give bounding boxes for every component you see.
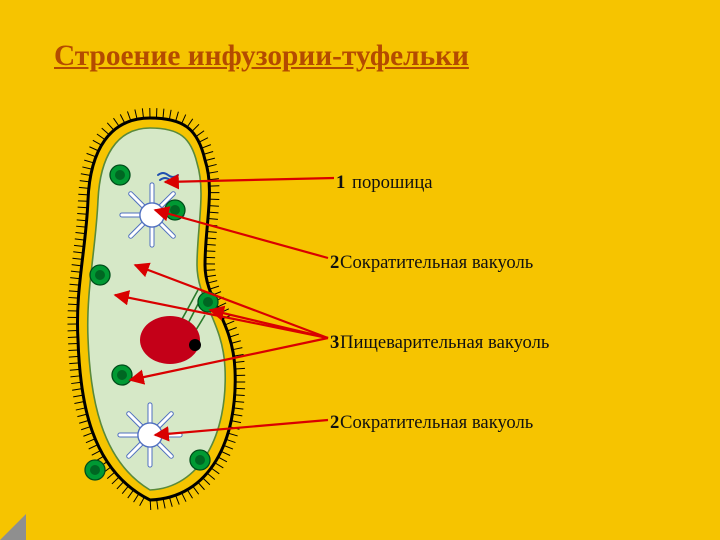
label-text-1: Сократительная вакуоль [340, 252, 533, 274]
label-number-3: 2 [330, 412, 339, 434]
label-text-0: порошица [352, 172, 433, 194]
label-text-2: Пищеварительная вакуоль [340, 332, 549, 354]
label-number-2: 3 [330, 332, 339, 354]
slide-root: Строение инфузории-туфельки 1порошица2Со… [0, 0, 720, 540]
label-number-0: 1 [336, 172, 345, 194]
label-text-3: Сократительная вакуоль [340, 412, 533, 434]
corner-accent [0, 514, 26, 540]
label-number-1: 2 [330, 252, 339, 274]
